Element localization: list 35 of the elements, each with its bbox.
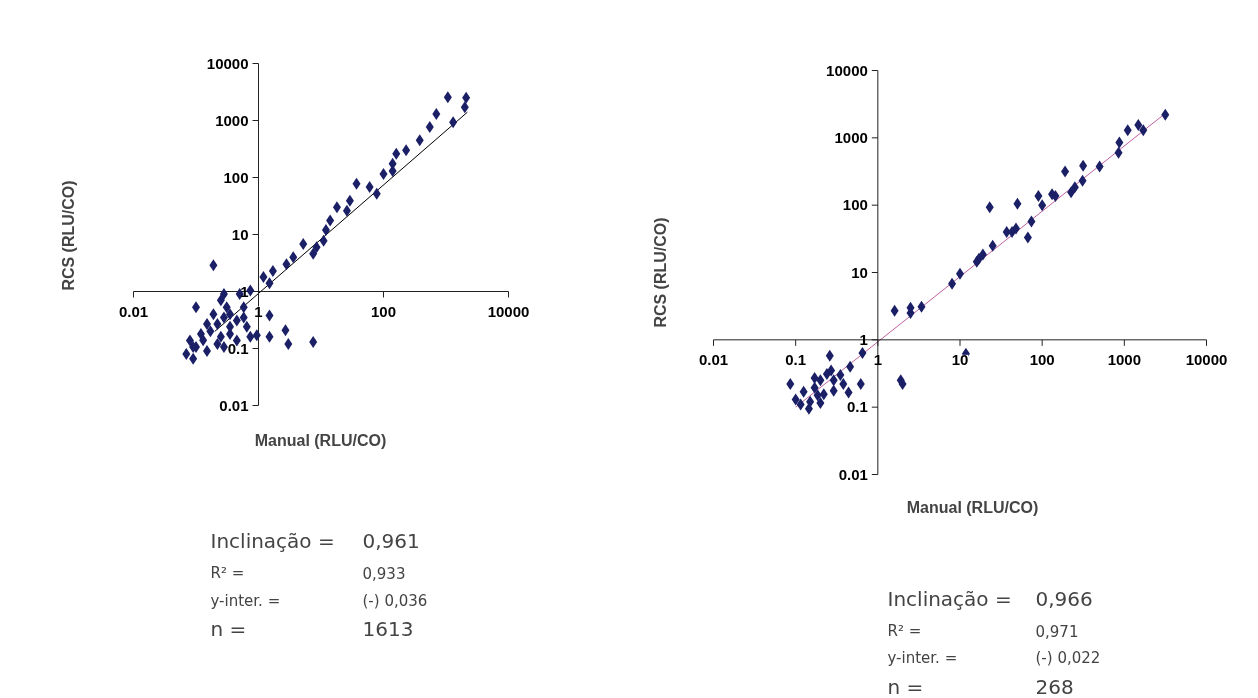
y-tick-label: 100	[223, 168, 249, 186]
x-tick-label: 1	[254, 302, 263, 320]
y-tick-label: 10000	[826, 61, 868, 79]
y-tick-label: 10	[231, 225, 249, 243]
text: Inclinação = 0,961	[210, 528, 420, 553]
y-axis-title: RCS (RLU/CO)	[652, 217, 669, 328]
y-tick-label: 1000	[215, 111, 249, 129]
y-tick-label: 0.1	[846, 398, 868, 416]
y-axis-title: RCS (RLU/CO)	[60, 180, 77, 291]
text: n = 1613	[210, 616, 414, 641]
x-tick-label: 100	[1029, 350, 1055, 368]
text: R² = 0,933	[210, 563, 406, 583]
x-tick-label: 0.01	[118, 302, 149, 320]
x-tick-label: 10000	[487, 302, 530, 320]
y-tick-label: 0.1	[227, 339, 249, 357]
x-axis-title: Manual (RLU/CO)	[906, 499, 1039, 516]
x-tick-label: 10000	[1185, 350, 1228, 368]
y-tick-label: 0.01	[219, 396, 249, 414]
text: n = 268	[887, 674, 1074, 698]
text: Inclinação = 0,966	[887, 586, 1093, 611]
x-tick-label: 100	[370, 302, 397, 320]
y-tick-label: 100	[842, 196, 868, 214]
x-axis-title: Manual (RLU/CO)	[254, 432, 387, 449]
x-tick-label: 0.01	[698, 350, 729, 368]
x-tick-label: 1000	[1107, 350, 1142, 368]
x-tick-label: 10	[951, 350, 969, 368]
y-tick-label: 1000	[834, 128, 868, 146]
x-tick-label: 1	[873, 350, 883, 368]
text: y-inter. = (-) 0,036	[210, 591, 428, 610]
text: R² = 0,971	[887, 621, 1079, 641]
y-tick-label: 10	[851, 263, 868, 281]
y-tick-label: 10000	[206, 54, 249, 72]
y-tick-label: 0.01	[838, 465, 868, 483]
text: y-inter. = (-) 0,022	[887, 648, 1101, 667]
x-tick-label: 0.1	[785, 350, 807, 368]
